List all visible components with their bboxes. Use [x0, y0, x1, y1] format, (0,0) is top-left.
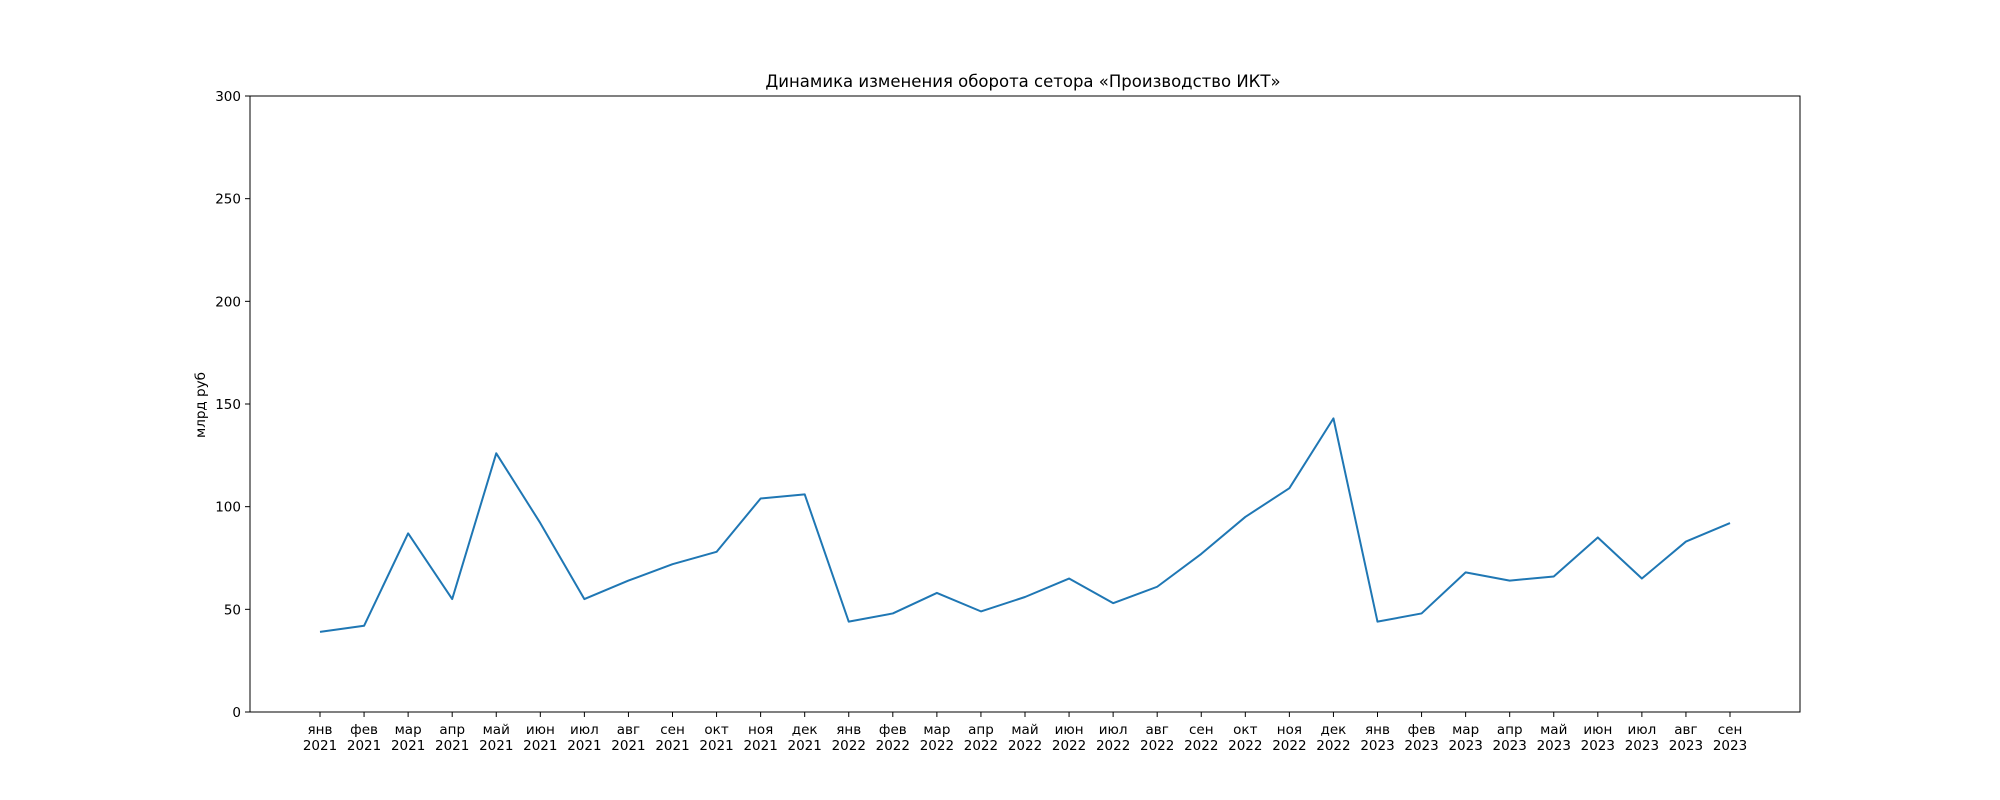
y-tick-label: 100	[215, 500, 241, 516]
y-axis: 0 50 100 150 200 250 300	[215, 89, 250, 721]
data-point	[1068, 578, 1070, 580]
data-point	[495, 452, 497, 454]
data-point	[363, 625, 365, 627]
x-tick-label: дек 2022	[1316, 722, 1350, 754]
y-tick-label: 200	[215, 294, 241, 310]
data-point	[848, 621, 850, 623]
x-tick-label: июн 2021	[523, 722, 557, 754]
x-tick-label: май 2023	[1537, 722, 1571, 754]
x-tick-label: апр 2022	[964, 722, 998, 754]
data-point	[1729, 522, 1731, 524]
x-tick-label: май 2021	[479, 722, 513, 754]
x-tick-label: мар 2022	[920, 722, 954, 754]
data-point	[451, 598, 453, 600]
y-tick-label: 300	[215, 89, 241, 105]
x-axis: янв 2021 фев 2021 мар 2021 апр 2021 май 2021 июн 20…	[303, 712, 1747, 754]
data-point	[407, 532, 409, 534]
data-point	[1288, 487, 1290, 489]
x-tick-label: июн 2023	[1581, 722, 1615, 754]
x-tick-label: июл 2021	[567, 722, 601, 754]
x-tick-label: июл 2023	[1625, 722, 1659, 754]
x-tick-label: мар 2023	[1448, 722, 1482, 754]
data-point	[319, 631, 321, 633]
x-tick-label: фев 2022	[876, 722, 910, 754]
data-point	[1553, 575, 1555, 577]
x-tick-label: окт 2022	[1228, 722, 1262, 754]
x-tick-label: сен 2022	[1184, 722, 1218, 754]
x-tick-label: авг 2023	[1669, 722, 1703, 754]
data-point	[672, 563, 674, 565]
series-line	[319, 417, 1731, 633]
x-tick-label: янв 2023	[1360, 722, 1394, 754]
x-tick-label: апр 2021	[435, 722, 469, 754]
x-tick-label: июл 2022	[1096, 722, 1130, 754]
data-point	[1597, 536, 1599, 538]
data-point	[627, 580, 629, 582]
data-point	[1509, 580, 1511, 582]
data-point	[1685, 541, 1687, 543]
y-axis-label: млрд руб	[193, 372, 209, 438]
data-point	[760, 497, 762, 499]
x-tick-label: авг 2021	[611, 722, 645, 754]
data-point	[892, 612, 894, 614]
x-tick-label: дек 2021	[788, 722, 822, 754]
data-point	[539, 522, 541, 524]
x-tick-label: окт 2021	[699, 722, 733, 754]
x-tick-label: фев 2023	[1404, 722, 1438, 754]
data-point	[583, 598, 585, 600]
data-point	[1421, 612, 1423, 614]
x-tick-label: мар 2021	[391, 722, 425, 754]
data-point	[1156, 586, 1158, 588]
x-tick-label: ноя 2021	[743, 722, 777, 754]
x-tick-label: апр 2023	[1493, 722, 1527, 754]
data-point	[936, 592, 938, 594]
plot-frame	[249, 95, 1801, 713]
chart-title: Динамика изменения оборота сетора «Произ…	[765, 72, 1280, 91]
x-tick-label: янв 2021	[303, 722, 337, 754]
data-point	[1244, 516, 1246, 518]
x-tick-label: июн 2022	[1052, 722, 1086, 754]
y-tick-label: 150	[215, 397, 241, 413]
x-tick-label: янв 2022	[832, 722, 866, 754]
y-tick-label: 250	[215, 192, 241, 208]
y-tick-label: 50	[224, 602, 241, 618]
data-point	[980, 610, 982, 612]
data-point	[1465, 571, 1467, 573]
x-tick-label: ноя 2022	[1272, 722, 1306, 754]
y-tick-label: 0	[232, 705, 241, 721]
x-tick-label: сен 2021	[655, 722, 689, 754]
x-tick-label: авг 2022	[1140, 722, 1174, 754]
data-point	[1200, 553, 1202, 555]
x-tick-label: май 2022	[1008, 722, 1042, 754]
data-point	[716, 551, 718, 553]
data-point	[1641, 578, 1643, 580]
data-point	[1024, 596, 1026, 598]
data-point	[1112, 602, 1114, 604]
x-tick-label: сен 2023	[1713, 722, 1747, 754]
data-point	[1377, 621, 1379, 623]
data-points	[319, 417, 1731, 633]
x-tick-label: фев 2021	[347, 722, 381, 754]
data-point	[1332, 417, 1334, 419]
data-point	[804, 493, 806, 495]
